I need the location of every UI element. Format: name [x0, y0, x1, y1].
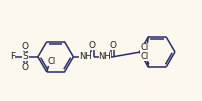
Text: S: S [22, 52, 28, 61]
Text: NH: NH [79, 52, 92, 61]
Text: O: O [21, 42, 28, 51]
Text: F: F [10, 52, 15, 61]
Text: Cl: Cl [140, 52, 148, 61]
Text: O: O [109, 41, 116, 50]
Text: NH: NH [98, 52, 111, 61]
Text: Cl: Cl [140, 43, 148, 52]
Text: Cl: Cl [47, 57, 56, 66]
Text: O: O [88, 41, 95, 50]
Text: O: O [21, 63, 28, 72]
